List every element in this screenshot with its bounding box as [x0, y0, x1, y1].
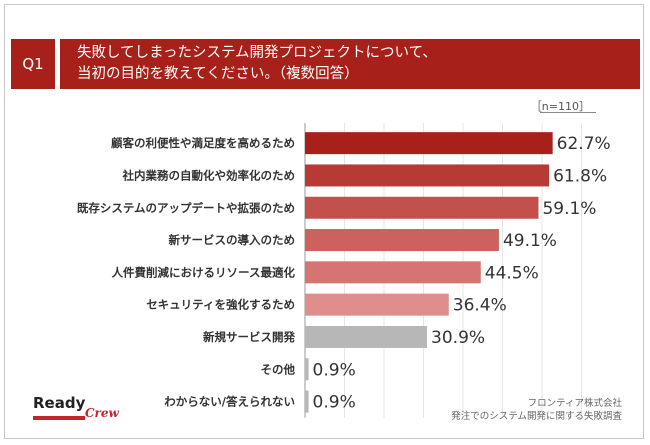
sample-size-label: ［n=110］ — [530, 100, 590, 113]
chart-value-label: 44.5% — [485, 263, 539, 283]
logo-script-text: Crew — [85, 406, 119, 420]
source-line-2: 発注でのシステム開発に関する失敗調査 — [451, 411, 622, 422]
ready-crew-logo: Ready Crew — [33, 392, 128, 430]
chart-bars — [305, 132, 553, 413]
chart-category-label: 新規サービス開発 — [203, 330, 295, 344]
chart-category-label: 既存システムのアップデートや拡張のため — [77, 201, 295, 215]
question-title: 失敗してしまったシステム開発プロジェクトについて、 当初の目的を教えてください。… — [60, 39, 640, 89]
source-note: フロンティア株式会社 発注でのシステム開発に関する失敗調査 — [451, 397, 622, 423]
chart-category-label: 人件費削減におけるリソース最適化 — [112, 265, 296, 279]
chart-category-label: 顧客の利便性や満足度を高めるため — [111, 136, 295, 150]
chart-category-labels: 顧客の利便性や満足度を高めるため社内業務の自動化や効率化のため既存システムのアッ… — [77, 136, 296, 408]
chart-bar — [305, 293, 449, 316]
question-number: Q1 — [22, 55, 44, 73]
chart-value-label: 0.9% — [313, 393, 356, 413]
chart-bar — [305, 390, 309, 413]
chart-value-label: 62.7% — [557, 134, 611, 154]
sample-size-underline — [540, 112, 596, 113]
chart-category-label: その他 — [261, 362, 296, 376]
chart-value-label: 0.9% — [313, 360, 356, 380]
chart-bar — [305, 261, 481, 284]
chart-value-label: 49.1% — [503, 231, 557, 251]
question-badge: Q1 — [11, 39, 55, 89]
chart-value-label: 59.1% — [542, 199, 596, 219]
chart-bar — [305, 325, 428, 348]
chart-value-label: 30.9% — [431, 328, 485, 348]
chart-bar — [305, 164, 550, 187]
chart-category-label: 新サービスの導入のため — [169, 233, 296, 247]
chart-value-label: 36.4% — [453, 296, 507, 316]
logo-main-text: Ready — [33, 394, 86, 412]
chart-category-label: わからない/答えられない — [164, 395, 295, 409]
chart-bar — [305, 229, 499, 252]
question-title-line-1: 失敗してしまったシステム開発プロジェクトについて、 — [77, 45, 437, 61]
logo-underline — [33, 416, 85, 420]
chart-bar — [305, 358, 309, 381]
chart-bar — [305, 196, 539, 219]
question-title-line-2: 当初の目的を教えてください。（複数回答） — [77, 66, 359, 82]
chart-value-labels: 62.7% 61.8% 59.1% 49.1% 44.5% 36.4% 30.9% 0.9% 0… — [313, 134, 611, 412]
chart-bar — [305, 132, 553, 155]
source-line-1: フロンティア株式会社 — [527, 398, 622, 409]
chart-value-label: 61.8% — [553, 166, 607, 186]
chart-category-label: セキュリティを強化するため — [146, 298, 295, 312]
chart-category-label: 社内業務の自動化や効率化のため — [122, 168, 296, 182]
